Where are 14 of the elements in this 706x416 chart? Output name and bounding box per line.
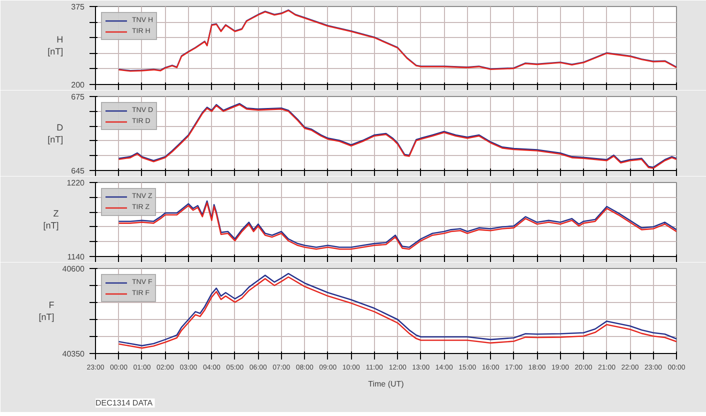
- y-axis-title: Z [nT]: [43, 208, 60, 230]
- y-axis-title: F [nT]: [38, 300, 55, 322]
- x-axis-title: Time (UT): [368, 380, 404, 388]
- y-tick-label: 40350: [62, 350, 86, 358]
- y-tick-label: 375: [71, 2, 86, 12]
- text: DEC1314 DATA: [96, 398, 154, 408]
- y-axis-title: D [nT]: [48, 122, 64, 144]
- y-tick-label: 675: [71, 92, 86, 102]
- y-tick-label: 645: [71, 166, 86, 176]
- y-tick-label: 200: [71, 80, 86, 90]
- y-tick-label: 40600: [62, 264, 86, 274]
- y-tick-label: 1220: [66, 178, 86, 188]
- y-tick-label: 1140: [67, 252, 86, 262]
- y-axis-title: H [nT]: [48, 34, 64, 56]
